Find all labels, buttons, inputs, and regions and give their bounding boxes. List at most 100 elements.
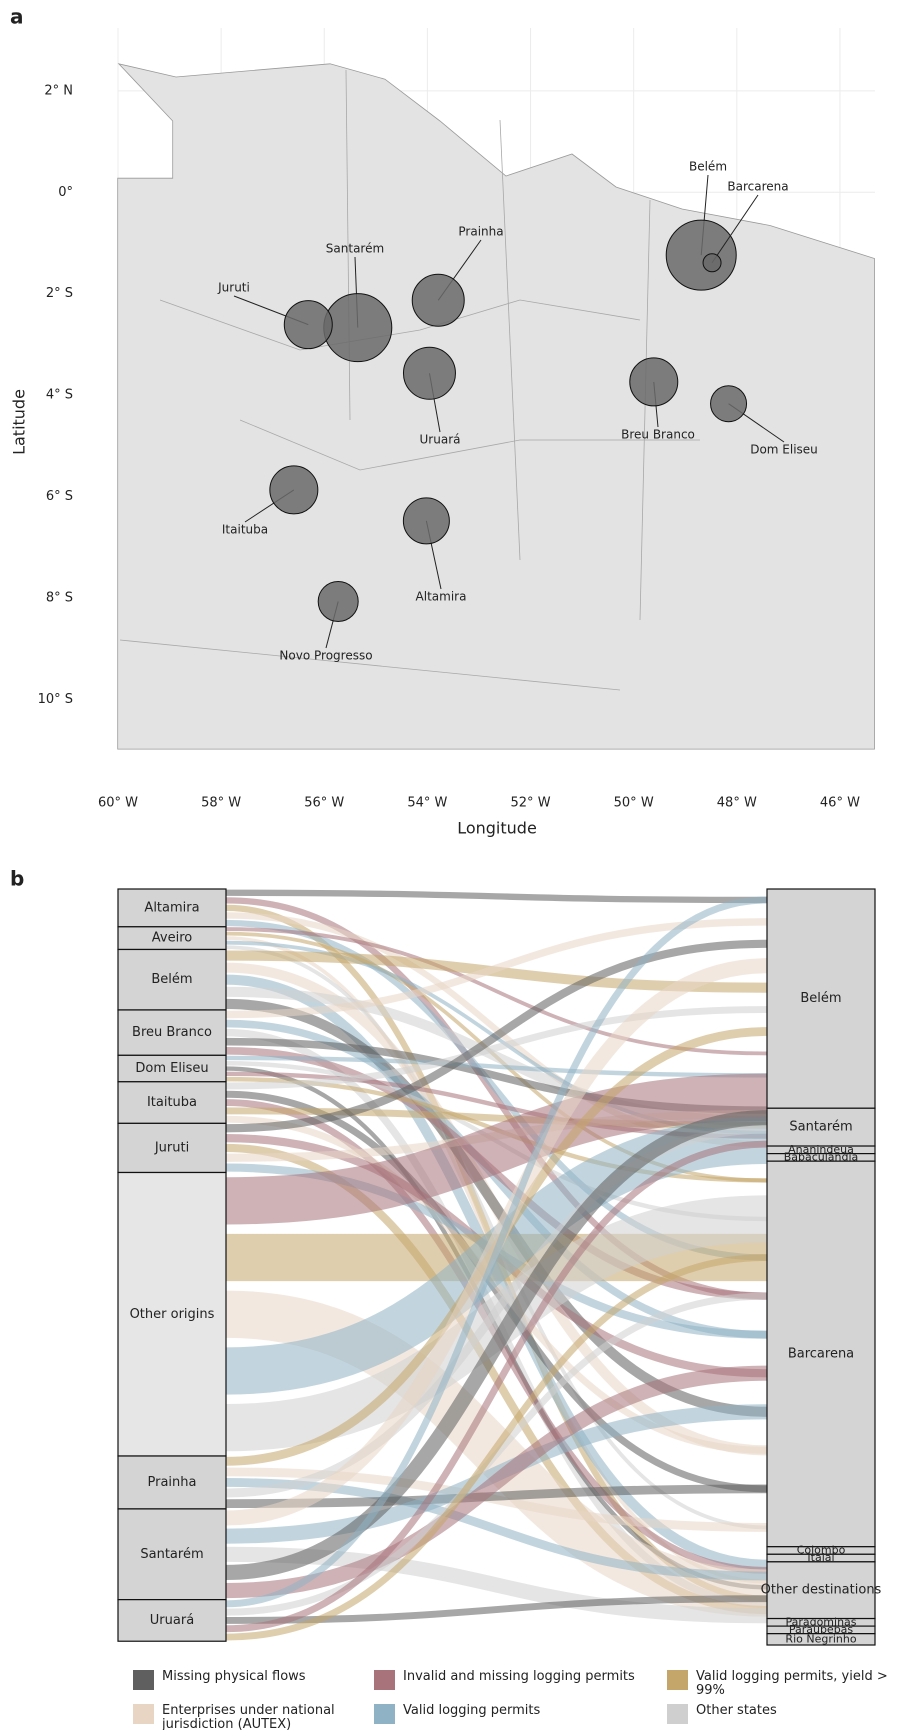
city-label: Barcarena	[727, 180, 788, 194]
flow	[225, 889, 768, 904]
panel-label: a	[10, 5, 24, 29]
city-label: Novo Progresso	[279, 649, 372, 663]
origin-label: Juruti	[154, 1140, 189, 1155]
border	[159, 299, 641, 351]
y-tick-label: 6° S	[46, 489, 73, 504]
land	[117, 63, 875, 750]
flows	[225, 889, 768, 1641]
destination-label: Colombo	[797, 1544, 846, 1557]
flow	[225, 927, 768, 1056]
legend-label: Other states	[696, 1703, 777, 1718]
legend-item: Enterprises under national jurisdiction …	[133, 1704, 374, 1730]
flow	[225, 1292, 768, 1616]
x-tick-label: 46° W	[820, 796, 860, 811]
origin-label: Breu Branco	[132, 1025, 212, 1040]
origin-node	[117, 1122, 227, 1174]
border	[239, 419, 700, 471]
border	[499, 119, 521, 561]
pie	[629, 357, 679, 407]
flow	[225, 958, 768, 1526]
city-label: Uruará	[420, 433, 461, 447]
pie	[710, 385, 748, 423]
city-label: Altamira	[416, 590, 467, 604]
legend-swatch	[374, 1670, 395, 1690]
pie	[702, 253, 722, 273]
pie	[283, 300, 333, 350]
origin-label: Uruará	[150, 1613, 194, 1628]
destination-label: Other destinations	[761, 1583, 882, 1598]
y-tick-label: 0°	[58, 185, 73, 200]
destination-node	[766, 1561, 876, 1620]
origin-label: Dom Eliseu	[135, 1061, 208, 1076]
x-tick-label: 52° W	[511, 796, 551, 811]
origin-label: Santarém	[140, 1547, 203, 1562]
flow	[225, 1484, 768, 1509]
flow	[225, 1110, 768, 1580]
legend-label: Valid logging permits, yield > 99%	[696, 1669, 888, 1698]
city-label: Juruti	[217, 281, 250, 295]
flow	[225, 896, 768, 1608]
flow	[225, 1006, 768, 1090]
y-tick-label: 8° S	[46, 590, 73, 605]
city-label: Itaituba	[222, 523, 268, 537]
pie	[411, 273, 465, 327]
city-label: Dom Eliseu	[750, 443, 818, 457]
origin-label: Other origins	[130, 1307, 215, 1322]
y-tick-label: 2° S	[46, 286, 73, 301]
flow	[225, 1073, 768, 1225]
legend-swatch	[667, 1704, 688, 1724]
x-tick-label: 48° W	[717, 796, 757, 811]
destination-label: Barcarena	[788, 1346, 854, 1361]
destination-label: Rio Negrinho	[785, 1632, 856, 1645]
flow	[225, 1365, 768, 1599]
origin-node	[117, 888, 227, 928]
x-tick-label: 54° W	[407, 796, 447, 811]
destination-label: Belém	[800, 991, 841, 1006]
legend-item: Valid logging permits, yield > 99%	[667, 1670, 906, 1698]
flow	[225, 1055, 768, 1078]
flow	[225, 1546, 768, 1624]
flow	[225, 939, 768, 1133]
legend-swatch	[667, 1670, 688, 1690]
x-tick-label: 58° W	[201, 796, 241, 811]
city-label: Breu Branco	[621, 428, 695, 442]
destination-label: Paraupebas	[789, 1623, 854, 1636]
pie	[665, 219, 737, 291]
origin-label: Belém	[151, 972, 192, 987]
flow	[225, 1254, 768, 1641]
city-label: Santarém	[326, 242, 384, 256]
legend-label: Valid logging permits	[403, 1703, 541, 1718]
origin-node	[117, 1054, 227, 1083]
origin-node	[117, 1599, 227, 1642]
origin-label: Prainha	[148, 1475, 197, 1490]
legend-item: Other states	[667, 1704, 906, 1730]
y-tick-label: 10° S	[38, 692, 73, 707]
legend: Missing physical flows Invalid and missin…	[133, 1670, 906, 1730]
border	[119, 639, 621, 691]
origin-label: Itaituba	[147, 1095, 197, 1110]
x-axis-label: Longitude	[457, 819, 537, 838]
x-tick-label: 50° W	[614, 796, 654, 811]
legend-item: Invalid and missing logging permits	[374, 1670, 667, 1698]
legend-swatch	[374, 1704, 395, 1724]
destination-node	[766, 888, 876, 1109]
x-tick-label: 60° W	[98, 796, 138, 811]
border	[345, 69, 351, 421]
legend-swatch	[133, 1704, 154, 1724]
flow	[225, 1140, 768, 1633]
legend-label: Enterprises under national jurisdiction …	[162, 1703, 335, 1730]
y-tick-label: 4° S	[46, 388, 73, 403]
y-tick-label: 2° N	[44, 83, 73, 98]
origin-label: Aveiro	[152, 931, 192, 946]
origin-node	[117, 1009, 227, 1056]
destination-label: Itajaí	[807, 1551, 835, 1564]
destination-label: Ananindeua	[788, 1143, 854, 1156]
origin-node	[117, 1508, 227, 1601]
pie	[269, 465, 319, 515]
y-axis-label: Latitude	[10, 389, 29, 455]
destination-label: Paragominas	[785, 1615, 856, 1628]
legend-label: Missing physical flows	[162, 1669, 306, 1684]
destination-label: Babaçulândia	[784, 1150, 859, 1163]
